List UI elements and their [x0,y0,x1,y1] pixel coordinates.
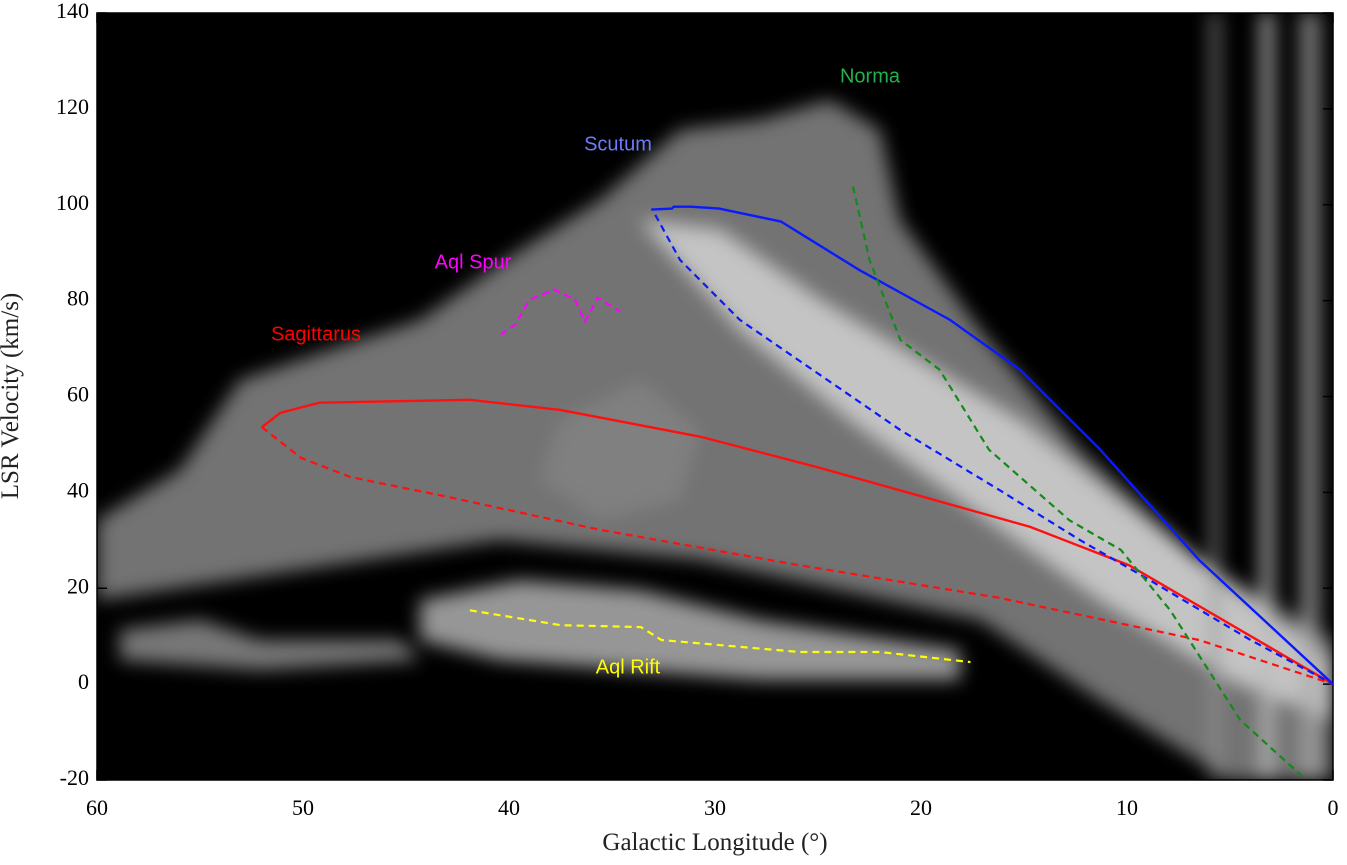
curve [651,205,1333,686]
y-tick-label: 140 [56,0,89,23]
y-tick-label: -20 [60,765,89,790]
curve-label: Aql Rift [596,656,661,678]
x-tick-label: 50 [292,795,314,820]
x-axis-title: Galactic Longitude (°) [602,829,827,856]
x-tick-label: 10 [1116,795,1138,820]
curve-label: Aql Spur [435,251,512,273]
curve [261,398,1333,686]
curve-label: Norma [840,65,901,87]
y-tick-label: 100 [56,190,89,215]
y-tick-label: 20 [67,573,89,598]
x-tick-label: 60 [86,795,108,820]
x-tick-label: 0 [1328,795,1339,820]
curve [469,609,971,664]
y-tick-label: 40 [67,477,89,502]
curve [851,186,1303,777]
y-tick-label: 80 [67,286,89,311]
curve-label: Sagittarus [271,323,361,345]
x-tick-label: 20 [910,795,932,820]
curve-label: Scutum [584,133,652,155]
y-axis-title: LSR Velocity (km/s) [0,293,24,499]
x-tick-label: 30 [704,795,726,820]
y-tick-label: 0 [78,669,89,694]
y-tick-label: 60 [67,382,89,407]
curve [654,214,1333,686]
y-tick-label: 120 [56,94,89,119]
curve [500,288,621,336]
x-tick-label: 40 [498,795,520,820]
